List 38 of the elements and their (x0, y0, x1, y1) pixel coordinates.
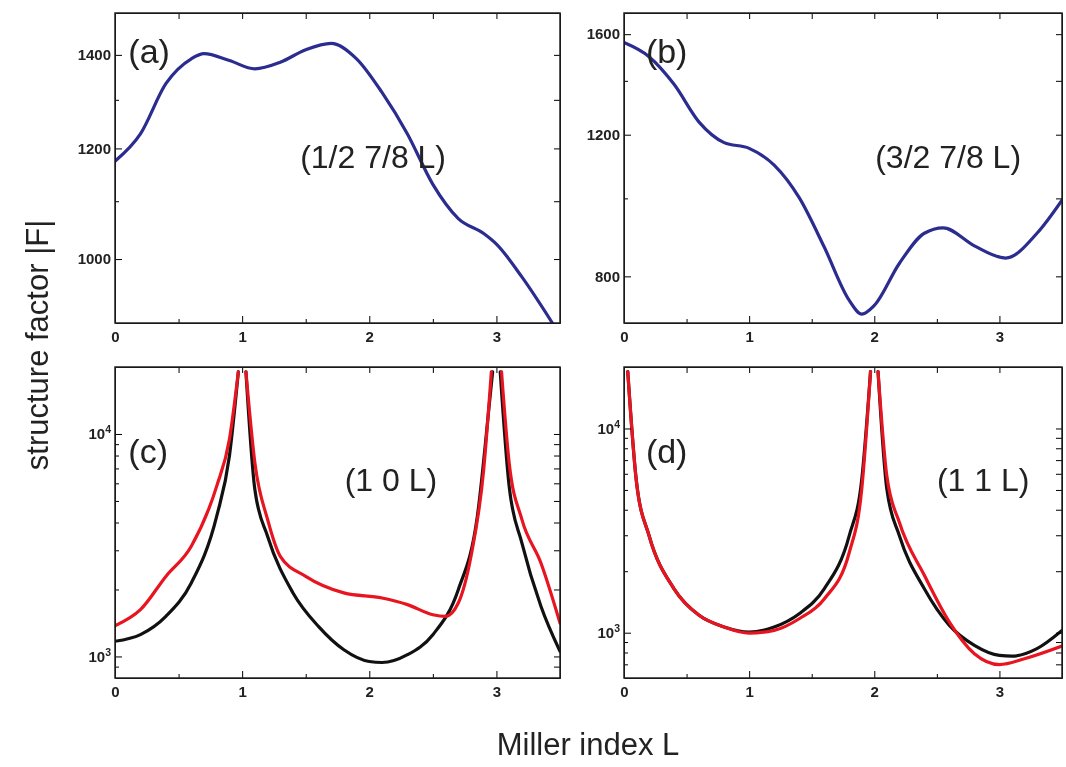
y-tick-label: 1600 (586, 25, 620, 43)
y-tick-label: 1200 (77, 139, 111, 157)
x-tick-label: 1 (238, 682, 247, 700)
x-tick-label: 0 (620, 682, 629, 700)
annotation: (c) (128, 432, 169, 471)
y-tick-label: 10$^{4}$ (88, 423, 112, 443)
x-tick-label: 3 (995, 327, 1005, 345)
x-tick-label: 2 (870, 682, 879, 700)
annotation: (1 1 L) (936, 462, 1030, 499)
y-tick-label: 1400 (77, 46, 111, 64)
annotation: (1 0 L) (344, 462, 438, 499)
annotation: (d) (645, 432, 688, 471)
x-tick-label: 3 (492, 327, 502, 345)
y-tick-label: 10$^{4}$ (597, 417, 621, 437)
y-axis-title: structure factor |F| (20, 219, 55, 471)
x-tick-label: 1 (745, 327, 754, 345)
y-tick-label: 800 (594, 267, 620, 285)
x-tick-label: 3 (995, 682, 1005, 700)
x-axis-title: Miller index L (496, 727, 680, 762)
annotation: (3/2 7/8 L) (875, 139, 1022, 175)
x-tick-label: 3 (492, 682, 502, 700)
x-tick-label: 0 (111, 327, 120, 345)
x-tick-label: 2 (365, 327, 374, 345)
y-tick-label: 10$^{3}$ (88, 645, 112, 665)
line-series (115, 41, 554, 323)
line-series (624, 40, 1062, 316)
x-tick-label: 1 (238, 327, 247, 345)
x-tick-label: 0 (111, 682, 120, 700)
y-tick-label: 1200 (586, 125, 620, 143)
y-tick-label: 10$^{3}$ (597, 621, 621, 641)
x-tick-label: 2 (365, 682, 374, 700)
x-tick-label: 2 (870, 327, 879, 345)
x-tick-label: 1 (745, 682, 754, 700)
y-tick-label: 1000 (77, 250, 111, 268)
x-tick-label: 0 (620, 327, 629, 345)
annotation: (1/2 7/8 L) (300, 139, 447, 175)
annotation: (b) (645, 31, 688, 70)
annotation: (a) (128, 31, 170, 70)
